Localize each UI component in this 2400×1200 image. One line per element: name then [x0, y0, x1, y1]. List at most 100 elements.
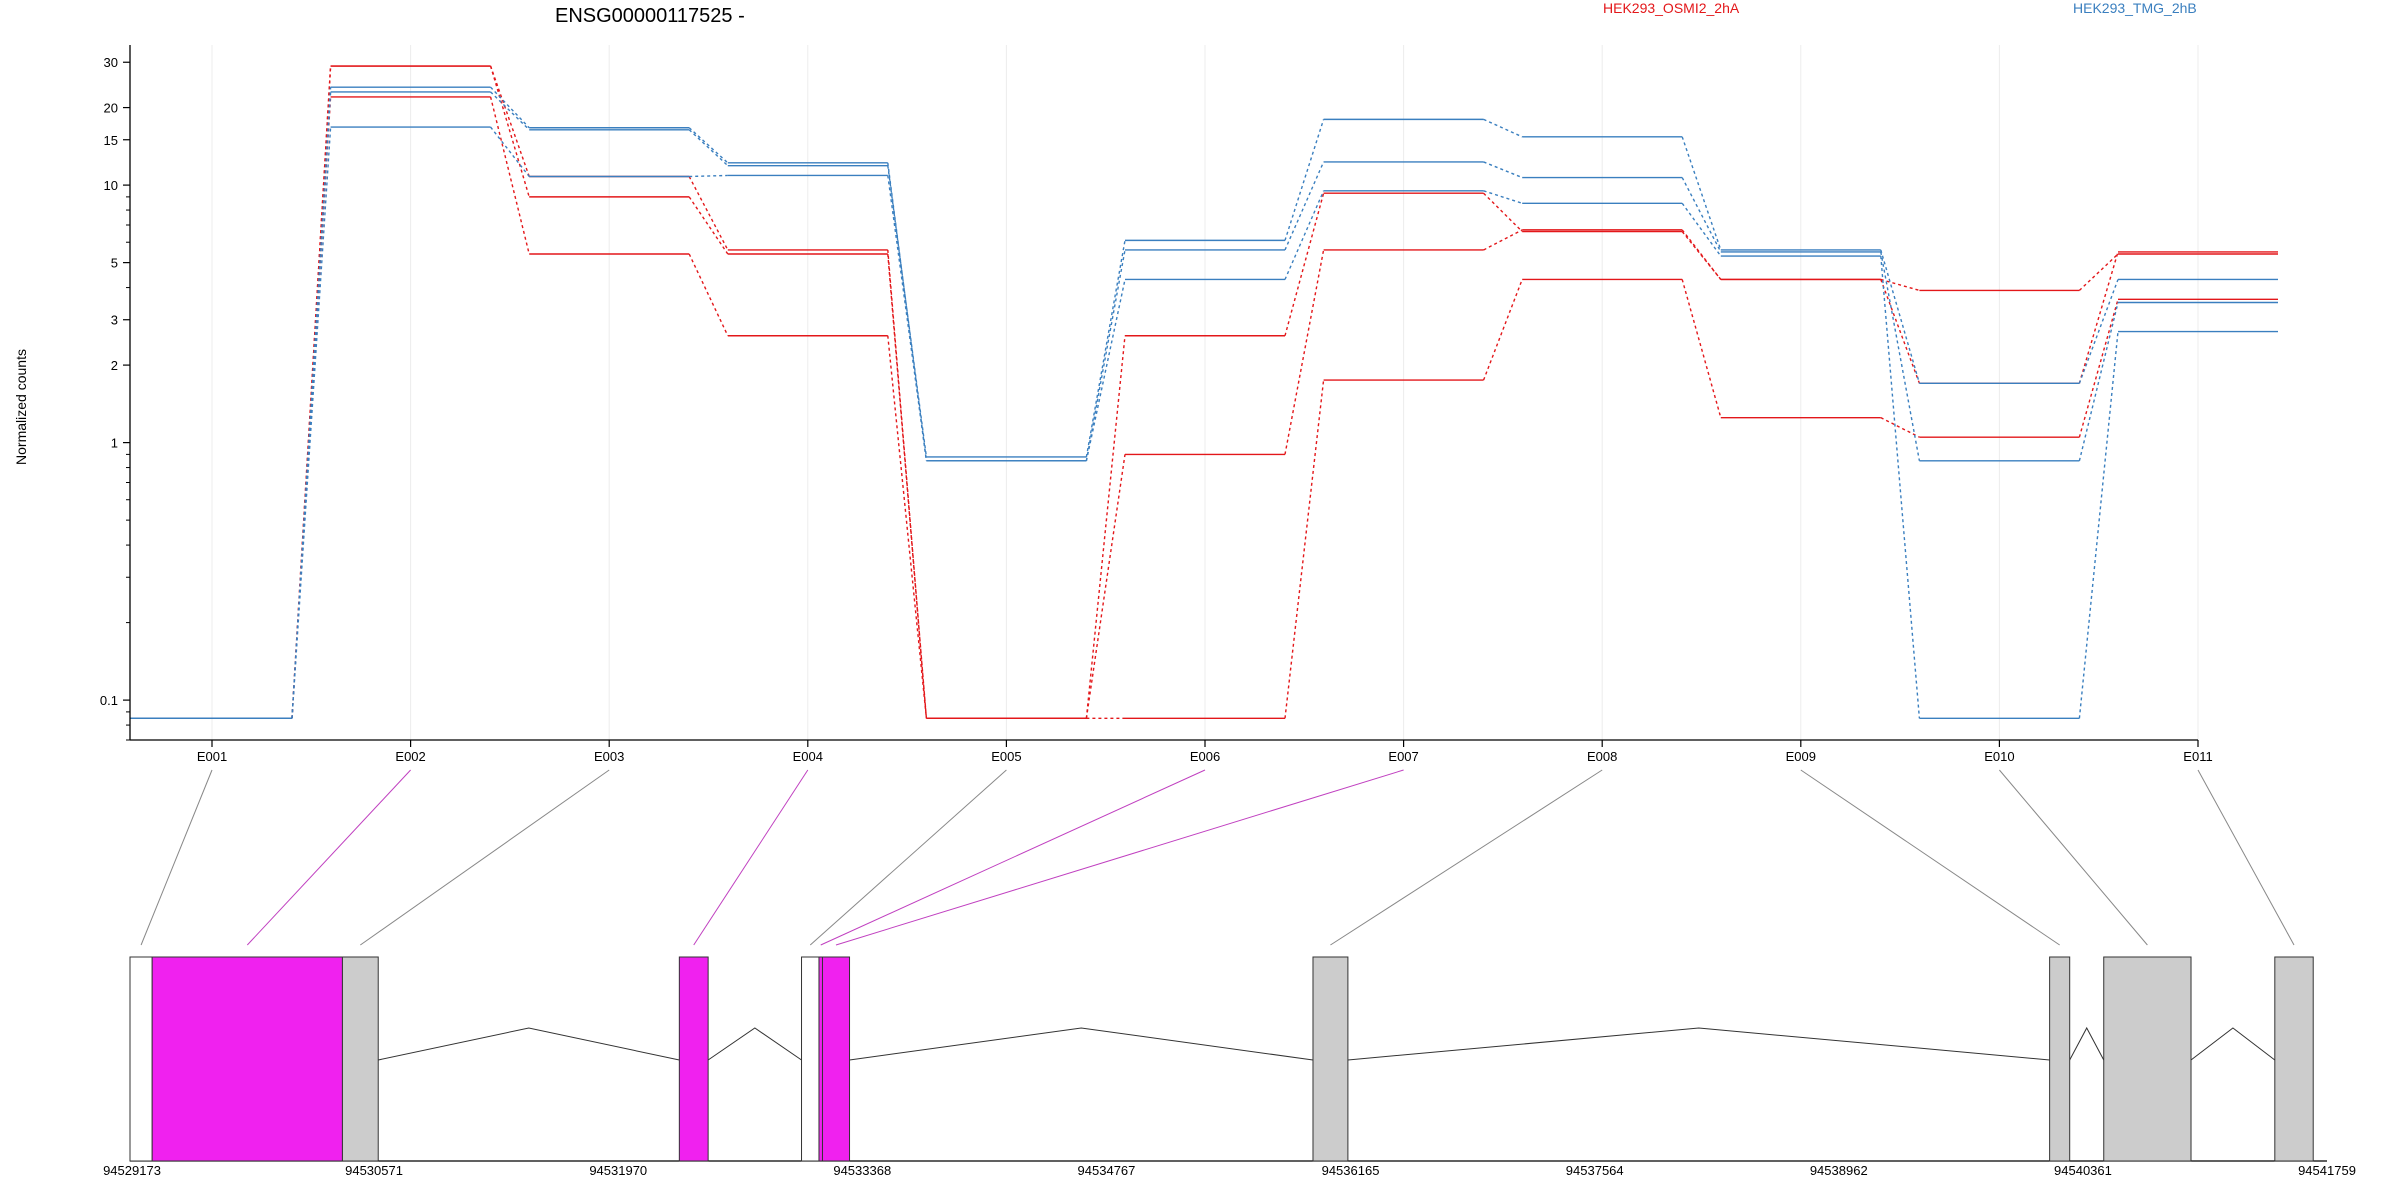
y-tick-label: 1 — [111, 436, 118, 451]
intron-line — [1347, 1027, 2050, 1061]
intron-line — [378, 1027, 680, 1061]
gene-model: 94529173 94530571 94531970 94533368 94534767… — [103, 956, 2356, 1178]
exon-connector — [1330, 769, 1603, 946]
x-tick-label: E005 — [991, 749, 1021, 764]
y-tick-label: 30 — [104, 55, 118, 70]
series-connector — [1284, 379, 1325, 719]
series-connector — [2078, 251, 2119, 384]
exon-connector — [693, 769, 809, 946]
series-connector — [1681, 136, 1722, 251]
series-connector — [1483, 190, 1523, 204]
x-tick-label: E009 — [1786, 749, 1816, 764]
x-tick-label: E011 — [2183, 749, 2212, 764]
series-connector — [2078, 279, 2119, 384]
series-connector — [1284, 190, 1325, 280]
series-line — [130, 96, 2278, 719]
coordinate-label: 94529173 — [103, 1163, 161, 1178]
series-connector — [887, 335, 928, 719]
series-connector — [1880, 278, 1920, 292]
series-connector — [1483, 161, 1523, 179]
series-connector — [1681, 279, 1722, 418]
series-connector — [1681, 177, 1722, 253]
series-connector — [1085, 249, 1126, 461]
exon-block — [2274, 956, 2314, 1162]
y-axis: 0.1 1 2 3 5 10 15 20 30 — [100, 45, 131, 741]
series-connector — [1085, 240, 1126, 458]
exon-block — [801, 956, 820, 1162]
series-connector — [1483, 192, 1523, 233]
series-line — [130, 91, 2278, 719]
exon-block — [1312, 956, 1349, 1162]
series-connector — [689, 174, 728, 178]
coordinate-label: 94530571 — [345, 1163, 403, 1178]
series-connector — [489, 65, 530, 177]
intron-line — [849, 1027, 1314, 1061]
series-connector — [1284, 193, 1325, 336]
x-axis: E001 E002 E003 E004 E005 E006 E007 E008 E009 E010… — [130, 739, 2213, 764]
series-connector — [490, 126, 530, 177]
series-connector — [1681, 202, 1722, 257]
exon-connector — [2197, 769, 2295, 946]
exon-connector — [820, 769, 1206, 946]
series-connector — [490, 91, 530, 131]
series-connector — [688, 127, 729, 164]
exon-connector — [140, 769, 213, 946]
series-connector — [1483, 118, 1523, 138]
series-connector — [1482, 279, 1523, 381]
series-connector — [688, 196, 729, 255]
series-connector — [1880, 256, 1921, 719]
series-connector — [688, 253, 729, 337]
series-connector — [1880, 279, 1921, 384]
series-connector — [1880, 249, 1921, 384]
exon-block — [341, 956, 379, 1162]
coordinate-label: 94531970 — [589, 1163, 647, 1178]
series-connector — [1880, 251, 1921, 461]
series-connector — [1681, 229, 1722, 280]
exon-connector — [1800, 769, 2060, 946]
y-tick-label: 10 — [104, 178, 118, 193]
series-line — [130, 126, 2278, 719]
series-connector — [291, 127, 332, 719]
coordinate-label: 94534767 — [1078, 1163, 1136, 1178]
series-connector — [291, 87, 332, 719]
series-connector — [489, 65, 530, 198]
series-line — [130, 65, 2278, 719]
series-connector — [1085, 335, 1126, 719]
series-line — [130, 86, 2278, 719]
coordinate-label: 94533368 — [833, 1163, 891, 1178]
series-connector — [1284, 249, 1325, 455]
coordinate-label: 94541759 — [2298, 1163, 2356, 1178]
exon-connector — [835, 769, 1404, 946]
series-connector — [688, 176, 729, 251]
exon-connector — [246, 769, 411, 946]
series-connector — [1085, 454, 1126, 719]
coordinate-label: 94537564 — [1566, 1163, 1624, 1178]
series-connector — [688, 129, 729, 167]
intron-line — [2069, 1026, 2105, 1061]
series-connector — [887, 165, 928, 457]
vertical-gridlines — [211, 45, 2199, 740]
series-connector — [887, 162, 928, 461]
x-tick-label: E001 — [197, 749, 227, 764]
exon-connector — [360, 769, 610, 946]
intron-line — [707, 1027, 802, 1061]
x-tick-label: E003 — [594, 749, 624, 764]
exon-block — [2049, 956, 2071, 1162]
series-lines — [130, 65, 2278, 719]
series-connector — [1284, 119, 1325, 241]
exon-connector — [1999, 769, 2148, 946]
y-tick-label: 15 — [104, 133, 118, 148]
y-tick-label: 3 — [111, 313, 118, 328]
x-tick-label: E008 — [1587, 749, 1617, 764]
series-connector — [489, 96, 530, 255]
series-line — [130, 65, 2278, 719]
coordinate-label: 94536165 — [1322, 1163, 1380, 1178]
series-connector — [1085, 279, 1126, 461]
y-tick-label: 5 — [111, 256, 118, 271]
series-connector — [2078, 331, 2119, 719]
coordinate-label: 94540361 — [2054, 1163, 2112, 1178]
x-tick-label: E004 — [793, 749, 823, 764]
coordinate-label: 94538962 — [1810, 1163, 1868, 1178]
y-tick-label: 0.1 — [100, 693, 118, 708]
